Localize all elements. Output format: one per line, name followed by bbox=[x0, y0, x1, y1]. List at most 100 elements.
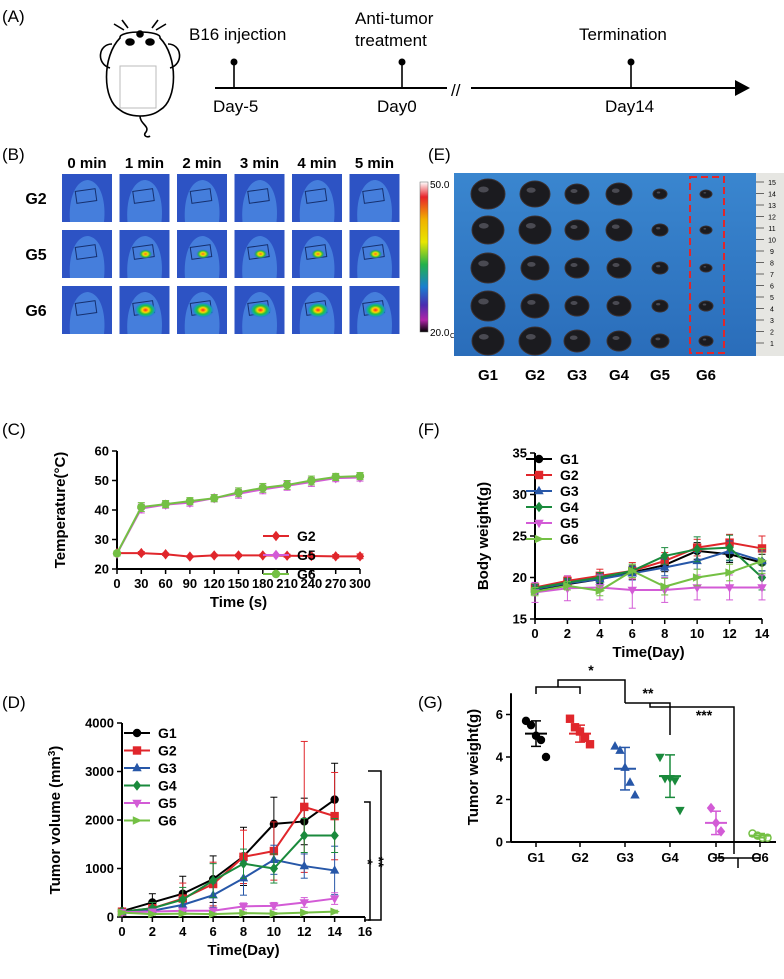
tumor bbox=[564, 183, 590, 205]
tumor-highlight bbox=[612, 301, 620, 305]
y-tick-label: 30 bbox=[95, 532, 109, 547]
data-point bbox=[117, 908, 128, 917]
y-tick-label: 2000 bbox=[85, 813, 114, 828]
significance-label: ** bbox=[643, 685, 654, 701]
y-axis-title: Tumor weight(g) bbox=[465, 709, 482, 825]
legend-marker bbox=[132, 728, 142, 738]
timeline-day-label: Day0 bbox=[377, 97, 417, 116]
data-point bbox=[692, 584, 702, 593]
y-tick-label: 6 bbox=[496, 707, 503, 722]
significance-label: * bbox=[588, 662, 594, 678]
data-point bbox=[300, 802, 309, 812]
tumor-group-label: G3 bbox=[567, 367, 587, 384]
tumor-highlight bbox=[569, 335, 578, 340]
x-tick-label: G2 bbox=[571, 850, 588, 865]
data-point bbox=[238, 903, 249, 912]
panel-label-e: (E) bbox=[428, 145, 451, 164]
tumor-highlight bbox=[525, 334, 536, 340]
tumor-highlight bbox=[570, 189, 578, 193]
timeline-event-label: Anti-tumor treatment bbox=[355, 9, 434, 50]
data-point bbox=[299, 860, 309, 870]
legend-marker bbox=[132, 762, 142, 772]
y-tick-label: 20 bbox=[95, 562, 109, 577]
time-header: 0 min bbox=[67, 155, 106, 172]
y-tick-label: 20 bbox=[513, 570, 527, 585]
legend-marker bbox=[271, 549, 281, 561]
tumor-group-label: G5 bbox=[650, 367, 670, 384]
x-tick-label: 16 bbox=[358, 924, 372, 939]
tumor bbox=[471, 326, 505, 356]
data-point bbox=[210, 494, 219, 503]
legend: G2 G5 G6 bbox=[263, 528, 316, 582]
mouse-illustration bbox=[99, 19, 181, 138]
tumor bbox=[698, 300, 714, 312]
data-point bbox=[331, 551, 340, 562]
panel-label-g: (G) bbox=[418, 693, 443, 712]
significance-brackets: ****** bbox=[535, 662, 761, 868]
x-axis-title: Time(Day) bbox=[207, 942, 279, 959]
data-point bbox=[763, 833, 772, 842]
x-tick-label: G1 bbox=[527, 850, 544, 865]
time-header: 2 min bbox=[182, 155, 221, 172]
tumor-volume-chart: 0 1000 2000 3000 4000 0 2 4 6 8 10 12 14 16 Time(Day) T… bbox=[47, 716, 388, 960]
text-line: Anti-tumor bbox=[355, 9, 434, 28]
ruler-number: 13 bbox=[768, 203, 776, 210]
data-point bbox=[753, 831, 762, 840]
x-tick-label: 30 bbox=[134, 576, 148, 591]
legend-marker bbox=[534, 470, 544, 480]
body-weight-chart: 15 20 25 30 35 0 2 4 6 8 10 12 14 Time(Day) Body weigh… bbox=[475, 446, 770, 662]
significance-label: ** bbox=[371, 857, 387, 868]
group-g5 bbox=[705, 802, 727, 837]
data-point bbox=[210, 550, 219, 561]
tumor bbox=[471, 215, 505, 245]
significance-label: *** bbox=[696, 707, 713, 723]
tumor-highlight bbox=[570, 225, 578, 229]
data-point bbox=[625, 777, 635, 786]
series-line bbox=[121, 834, 335, 913]
data-point bbox=[526, 720, 536, 730]
legend-marker bbox=[132, 799, 142, 809]
data-point bbox=[725, 568, 735, 577]
data-point bbox=[716, 826, 726, 837]
tumor bbox=[520, 293, 550, 319]
panel-label-d: (D) bbox=[2, 693, 26, 712]
x-tick-label: 0 bbox=[118, 924, 125, 939]
legend-marker bbox=[132, 780, 142, 791]
tumor bbox=[606, 295, 632, 317]
tumor bbox=[651, 261, 669, 275]
heat-spot bbox=[134, 302, 157, 318]
data-point bbox=[208, 909, 219, 919]
bracket bbox=[625, 702, 671, 735]
legend-label: G6 bbox=[158, 813, 177, 829]
heat-spot bbox=[364, 302, 387, 318]
data-point bbox=[269, 909, 280, 918]
bracket bbox=[368, 770, 382, 921]
x-tick-label: 0 bbox=[531, 626, 538, 641]
ruler-number: 10 bbox=[768, 238, 776, 245]
ruler-number: 3 bbox=[770, 318, 774, 325]
group-g3 bbox=[610, 741, 640, 799]
x-tick-label: 14 bbox=[327, 924, 342, 939]
tumor-highlight bbox=[703, 228, 707, 230]
x-tick-label: 4 bbox=[596, 626, 604, 641]
y-tick-label: 30 bbox=[513, 487, 527, 502]
y-tick-label: 0 bbox=[496, 835, 503, 850]
x-tick-label: G3 bbox=[616, 850, 633, 865]
thermal-images-grid: 0 min 1 min 2 min 3 min 4 min 5 min G2 G5 G6 bbox=[25, 155, 400, 334]
series-g5 bbox=[112, 472, 365, 559]
y-axis-title-end: ) bbox=[47, 746, 64, 751]
series-g2 bbox=[112, 547, 365, 562]
tumor bbox=[605, 218, 633, 242]
scale-min-label: 20.0 bbox=[430, 328, 450, 339]
data-point bbox=[258, 550, 267, 561]
tumor-highlight bbox=[478, 298, 489, 305]
data-point bbox=[541, 752, 551, 762]
data-point bbox=[282, 480, 292, 490]
tumor-highlight bbox=[478, 260, 489, 267]
tumor bbox=[698, 335, 714, 347]
series-g1 bbox=[117, 762, 339, 916]
tumor-highlight bbox=[527, 262, 536, 267]
data-point bbox=[161, 549, 170, 560]
panel-label-c: (C) bbox=[2, 420, 26, 439]
